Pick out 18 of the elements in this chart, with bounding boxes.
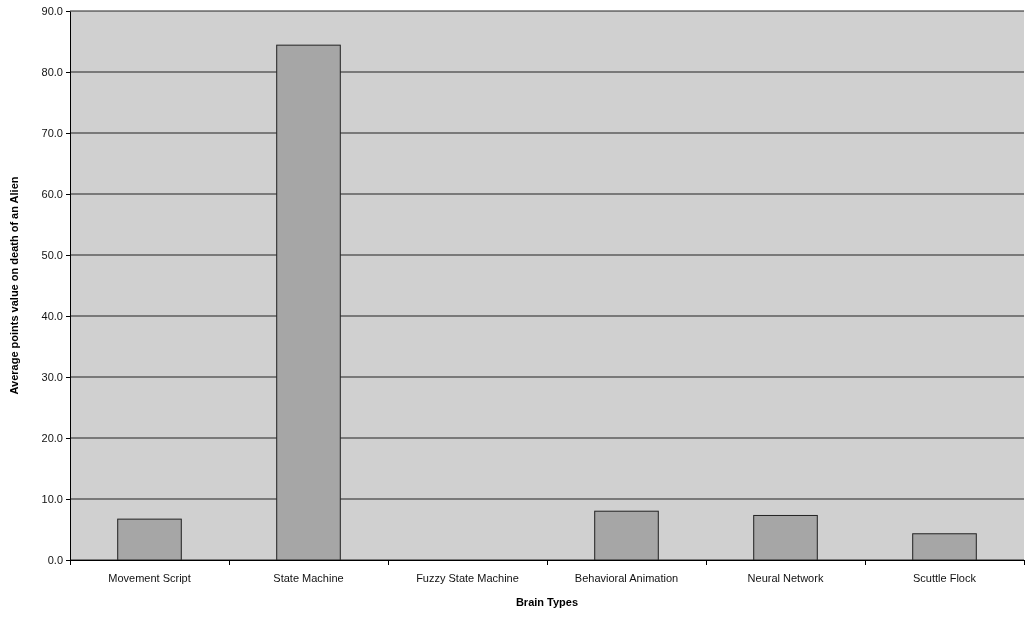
x-tick-label: Scuttle Flock	[913, 572, 977, 584]
y-tick-label: 10.0	[41, 493, 63, 506]
y-tick-label: 30.0	[41, 371, 63, 384]
y-tick-label: 60.0	[41, 188, 63, 201]
y-tick-label: 20.0	[41, 432, 63, 445]
y-tick-label: 80.0	[41, 66, 63, 79]
x-tick-label: Behavioral Animation	[574, 572, 679, 584]
x-tick-label: Fuzzy State Machine	[416, 572, 519, 584]
y-tick-label: 90.0	[41, 5, 63, 18]
y-axis-title: Average points value on death of an Alien	[8, 176, 20, 395]
y-tick-label: 40.0	[41, 310, 63, 323]
x-axis-title: Brain Types	[515, 596, 579, 608]
y-tick-label: 0.0	[47, 554, 63, 567]
y-tick-label: 50.0	[41, 249, 63, 262]
x-tick-label: Neural Network	[747, 572, 824, 584]
y-tick-label: 70.0	[41, 127, 63, 140]
x-tick-label: Movement Script	[108, 572, 191, 584]
x-tick-label: State Machine	[273, 572, 344, 584]
